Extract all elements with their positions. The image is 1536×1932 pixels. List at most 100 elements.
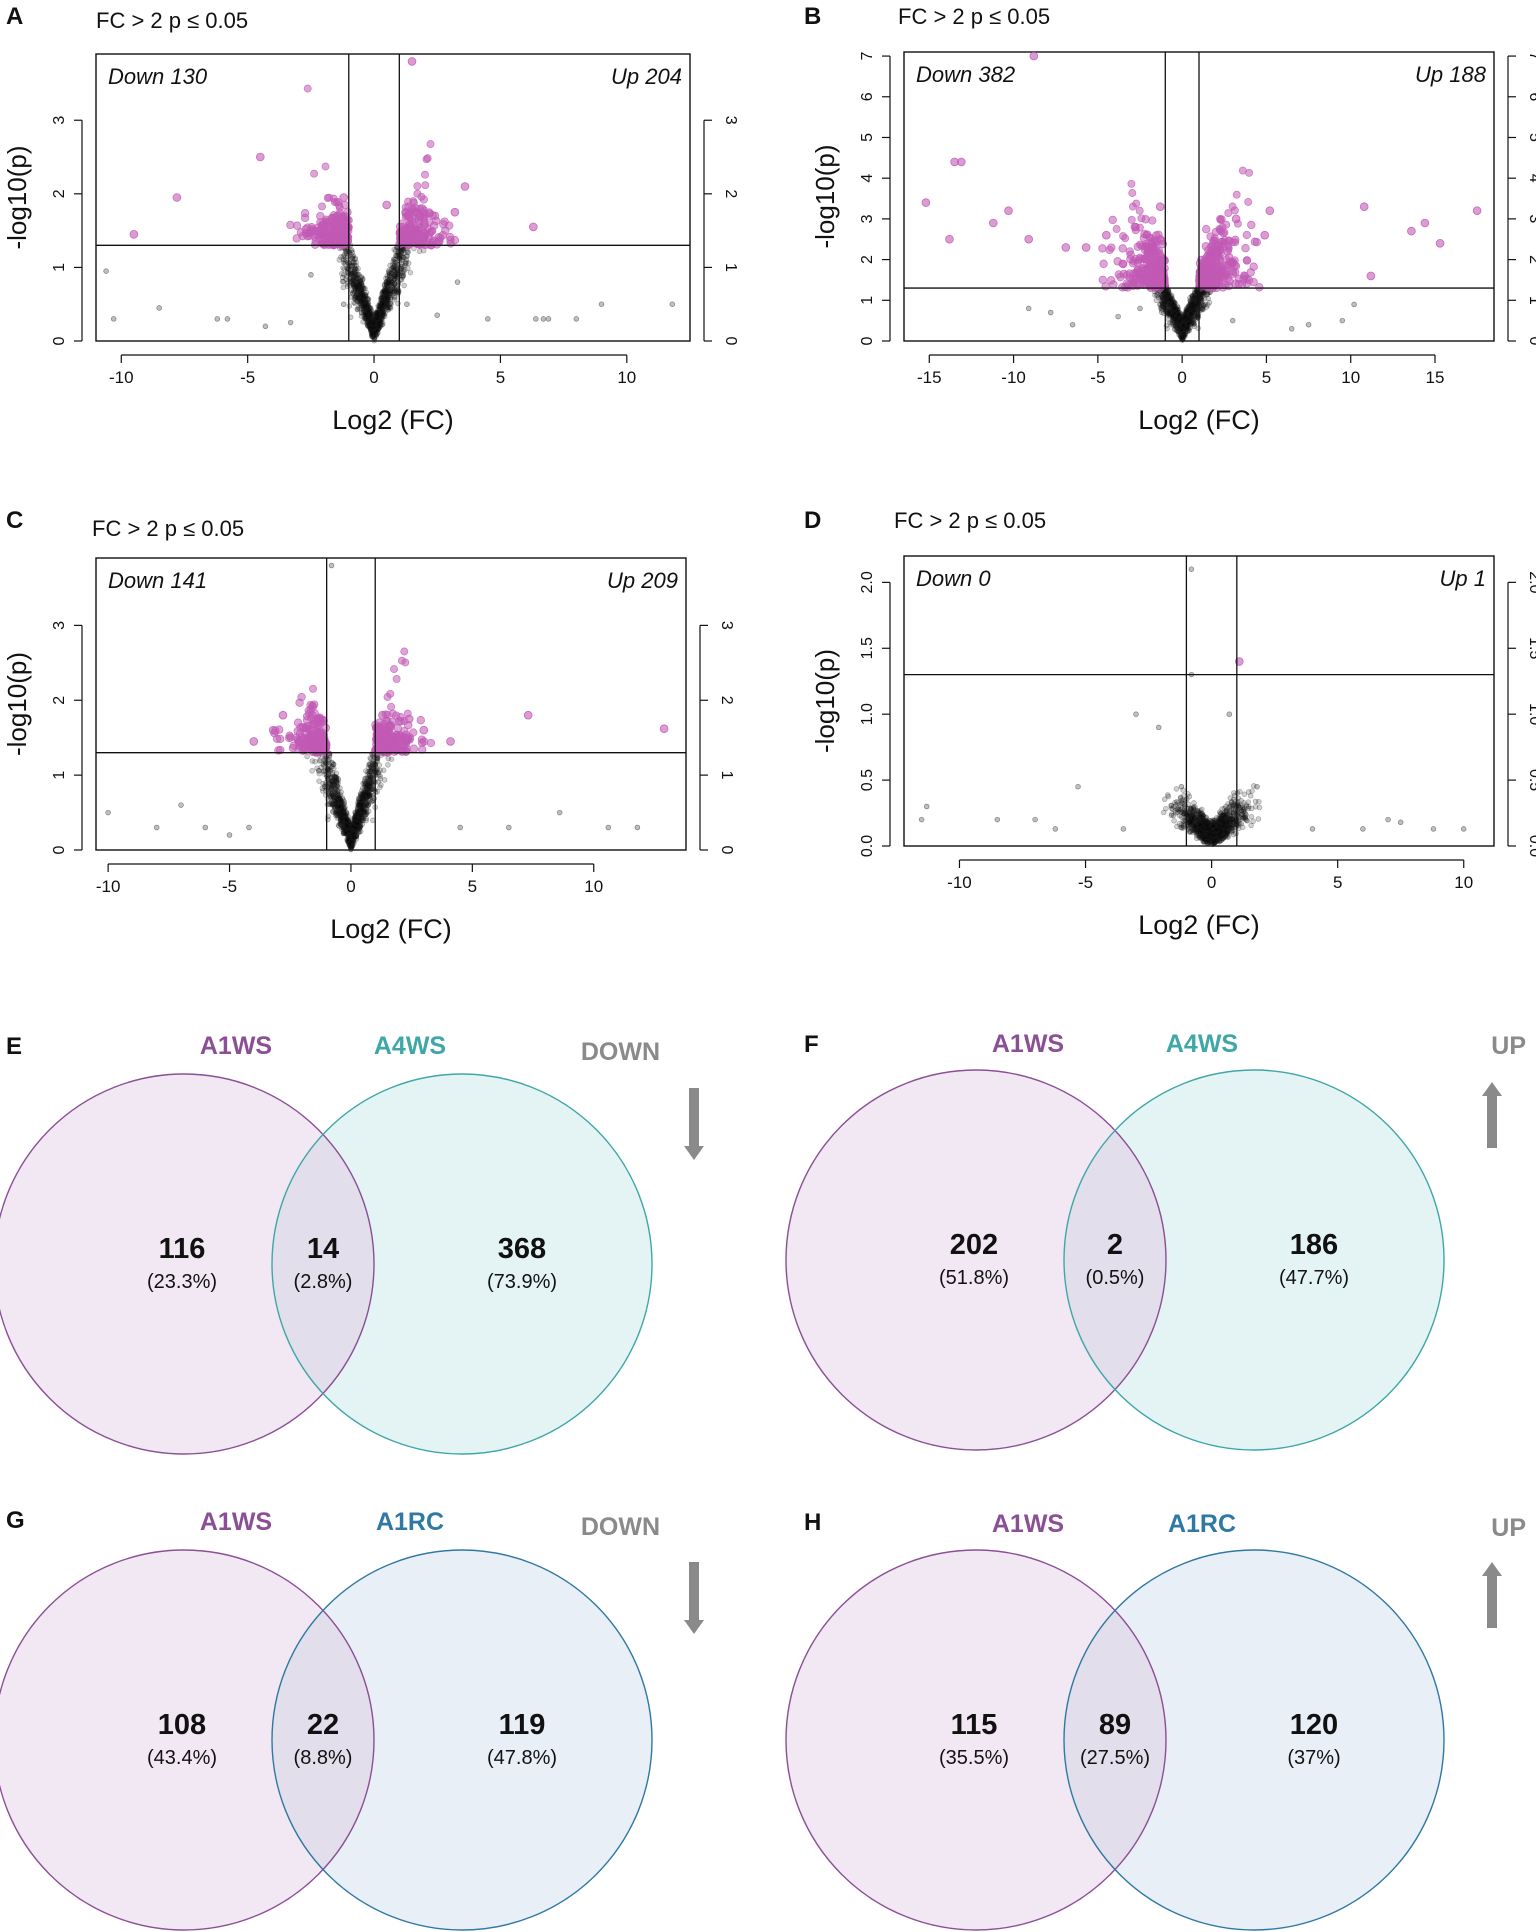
nonsig-point [383, 284, 389, 291]
nonsig-point [360, 286, 367, 292]
nonsig-point [434, 312, 440, 318]
nonsig-point [368, 318, 374, 324]
nonsig-point [369, 320, 376, 327]
nonsig-point [346, 263, 353, 269]
nonsig-point [405, 265, 411, 271]
nonsig-point [402, 262, 408, 269]
nonsig-point [357, 297, 363, 304]
sig-point [440, 217, 449, 226]
nonsig-point [385, 280, 391, 287]
nonsig-point [367, 311, 373, 318]
sig-point [409, 744, 419, 753]
nonsig-point [403, 259, 409, 265]
sig-point [400, 726, 409, 736]
plot-frame [903, 555, 1495, 847]
nonsig-point [1175, 311, 1182, 318]
sig-point [331, 217, 341, 227]
nonsig-point [362, 314, 368, 320]
panel-letter: D [804, 507, 821, 534]
nonsig-point [358, 292, 364, 298]
sig-point [421, 170, 429, 179]
sig-point [383, 693, 392, 701]
nonsig-point [375, 321, 382, 328]
y-tick-label-left: 6 [859, 92, 876, 101]
x-axis-title: Log2 (FC) [1138, 405, 1260, 435]
nonsig-point [391, 267, 398, 274]
nonsig-point [340, 301, 347, 307]
nonsig-point [354, 279, 361, 286]
nonsig-point [1191, 294, 1197, 301]
nonsig-point [365, 309, 371, 316]
nonsig-point [358, 278, 364, 285]
nonsig-point [371, 321, 377, 327]
nonsig-point [370, 333, 376, 339]
nonsig-point [372, 326, 379, 332]
nonsig-point [367, 322, 373, 328]
nonsig-point [352, 278, 358, 284]
nonsig-point [379, 316, 385, 323]
nonsig-point [362, 311, 369, 317]
nonsig-point [1156, 301, 1163, 308]
nonsig-point [353, 275, 359, 282]
nonsig-point [377, 312, 384, 318]
sig-point [1106, 276, 1116, 285]
sig-point [1230, 206, 1239, 215]
nonsig-point [1069, 321, 1076, 328]
sig-point [460, 182, 470, 191]
nonsig-point [353, 271, 359, 278]
nonsig-point [378, 315, 385, 321]
nonsig-point [343, 829, 349, 835]
nonsig-point [356, 281, 363, 288]
nonsig-point [383, 293, 390, 299]
nonsig-point [337, 785, 343, 791]
nonsig-point [392, 275, 398, 282]
nonsig-point [372, 319, 379, 325]
nonsig-point [368, 333, 375, 340]
sig-point [1122, 270, 1132, 280]
nonsig-point [374, 318, 381, 325]
nonsig-point [379, 307, 386, 314]
sig-point [307, 710, 317, 720]
nonsig-point [369, 329, 376, 336]
nonsig-point [377, 323, 383, 330]
nonsig-point [381, 282, 388, 289]
sig-point [292, 221, 302, 230]
nonsig-point [349, 253, 356, 260]
nonsig-point [367, 304, 374, 311]
sig-point [371, 724, 381, 733]
nonsig-point [388, 275, 394, 281]
nonsig-point [354, 285, 360, 292]
nonsig-point [380, 299, 387, 305]
nonsig-point [387, 301, 393, 307]
nonsig-point [367, 324, 373, 330]
nonsig-point [246, 824, 252, 831]
nonsig-point [358, 304, 365, 310]
nonsig-point [363, 312, 370, 318]
nonsig-point [357, 305, 363, 312]
nonsig-point [365, 314, 372, 320]
sig-point [404, 714, 414, 724]
nonsig-point [373, 315, 379, 321]
sig-point [1472, 206, 1482, 216]
nonsig-point [373, 312, 380, 318]
nonsig-point [364, 307, 371, 313]
y-tick-label-right: 4 [1526, 174, 1536, 183]
sig-point [1204, 269, 1213, 278]
nonsig-point [358, 294, 364, 300]
nonsig-point [350, 277, 356, 283]
nonsig-point [368, 322, 375, 329]
sig-point [396, 713, 405, 722]
nonsig-point [381, 302, 387, 309]
nonsig-point [360, 292, 367, 298]
nonsig-point [350, 288, 357, 294]
nonsig-point [386, 270, 393, 277]
nonsig-point [365, 312, 372, 318]
nonsig-point [356, 298, 363, 305]
nonsig-point [386, 267, 392, 273]
nonsig-point [340, 253, 347, 260]
nonsig-point [378, 295, 385, 301]
nonsig-point [380, 310, 386, 317]
x-tick-label: -15 [917, 368, 942, 387]
nonsig-point [376, 306, 383, 313]
nonsig-point [380, 321, 386, 327]
